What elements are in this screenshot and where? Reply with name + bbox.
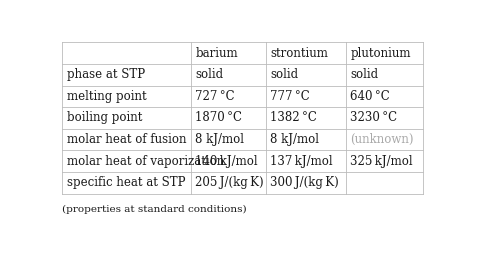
Text: barium: barium — [196, 47, 238, 60]
Text: phase at STP: phase at STP — [67, 68, 145, 81]
Text: 137 kJ/mol: 137 kJ/mol — [270, 155, 333, 168]
Text: strontium: strontium — [270, 47, 328, 60]
Text: 640 °C: 640 °C — [350, 90, 390, 103]
Text: solid: solid — [270, 68, 298, 81]
Text: 205 J/(kg K): 205 J/(kg K) — [196, 176, 264, 189]
Text: 140 kJ/mol: 140 kJ/mol — [196, 155, 258, 168]
Text: solid: solid — [196, 68, 224, 81]
Text: 1382 °C: 1382 °C — [270, 111, 317, 124]
Text: 1870 °C: 1870 °C — [196, 111, 242, 124]
Text: 325 kJ/mol: 325 kJ/mol — [350, 155, 413, 168]
Text: specific heat at STP: specific heat at STP — [67, 176, 185, 189]
Text: 777 °C: 777 °C — [270, 90, 310, 103]
Text: plutonium: plutonium — [350, 47, 411, 60]
Text: 8 kJ/mol: 8 kJ/mol — [270, 133, 319, 146]
Text: boiling point: boiling point — [67, 111, 142, 124]
Text: molar heat of fusion: molar heat of fusion — [67, 133, 186, 146]
Text: solid: solid — [350, 68, 379, 81]
Text: 8 kJ/mol: 8 kJ/mol — [196, 133, 244, 146]
Text: melting point: melting point — [67, 90, 146, 103]
Text: (unknown): (unknown) — [350, 133, 414, 146]
Text: 300 J/(kg K): 300 J/(kg K) — [270, 176, 339, 189]
Text: 3230 °C: 3230 °C — [350, 111, 398, 124]
Text: molar heat of vaporization: molar heat of vaporization — [67, 155, 224, 168]
Text: 727 °C: 727 °C — [196, 90, 235, 103]
Text: (properties at standard conditions): (properties at standard conditions) — [62, 205, 247, 214]
